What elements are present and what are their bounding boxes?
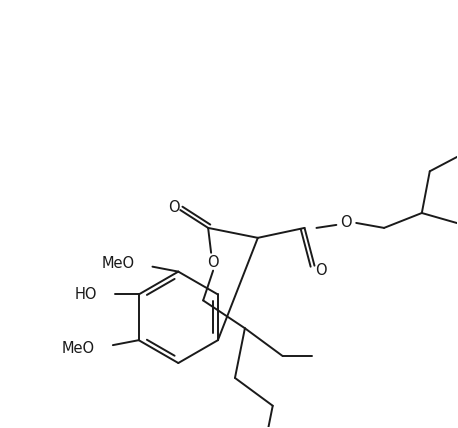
Text: MeO: MeO [62,341,95,356]
Text: MeO: MeO [102,256,135,271]
Text: O: O [169,199,180,214]
Text: O: O [207,255,219,270]
Text: HO: HO [75,287,97,302]
Text: O: O [315,263,326,278]
Text: O: O [340,215,352,230]
